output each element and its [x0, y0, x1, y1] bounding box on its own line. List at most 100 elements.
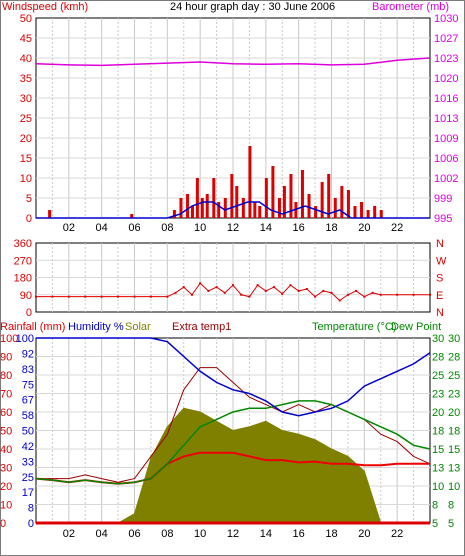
x-tick-label: 12	[227, 528, 239, 540]
wind-tick-label: 45	[20, 33, 32, 45]
wind-tick-label: 0	[26, 213, 32, 225]
wind-bar	[200, 198, 204, 218]
direction-tick-label: 360	[14, 238, 32, 250]
temperature-tick-label: 13	[432, 463, 444, 475]
humidity-tick-label: 58	[22, 410, 34, 422]
wind-bar	[289, 174, 293, 218]
temperature-tick-label: 5	[432, 518, 438, 530]
direction-point	[429, 293, 431, 296]
wind-tick-label: 25	[20, 113, 32, 125]
barometer-tick-label: 999	[434, 193, 452, 205]
rain-tick-label: 10	[0, 500, 12, 512]
wind-bar	[366, 210, 370, 218]
direction-point	[100, 295, 103, 298]
wind-bar	[258, 206, 262, 218]
humidity-tick-label: 42	[22, 441, 34, 453]
x-tick-label: 18	[325, 222, 337, 234]
x-tick-label: 22	[391, 222, 403, 234]
humidity-tick-label: 92	[22, 348, 34, 360]
rain-tick-label: 30	[0, 463, 12, 475]
direction-point	[379, 293, 382, 296]
wind-bar	[48, 210, 52, 218]
direction-point	[355, 289, 358, 292]
wind-bar	[379, 210, 383, 218]
wind-bar	[230, 174, 234, 218]
barometer-tick-label: 1009	[434, 133, 458, 145]
windspeed-axis-label: Windspeed (kmh)	[2, 1, 89, 13]
wind-bar	[373, 206, 377, 218]
direction-point	[322, 289, 325, 292]
dew-point-tick-label: 10	[448, 481, 460, 493]
dew-point-tick-label: 28	[448, 352, 460, 364]
wind-bar	[277, 198, 281, 218]
x-tick-label: 20	[358, 528, 370, 540]
direction-point	[338, 299, 341, 302]
temperature-tick-label: 30	[432, 333, 444, 345]
direction-tick-label: 270	[14, 255, 32, 267]
wind-tick-label: 20	[20, 133, 32, 145]
wind-tick-label: 10	[20, 173, 32, 185]
wind-bar	[253, 202, 257, 218]
direction-point	[289, 284, 292, 287]
wind-bar	[235, 186, 239, 218]
wind-bar	[212, 178, 216, 218]
compass-tick-label: N	[436, 307, 444, 319]
direction-point	[232, 284, 234, 287]
wind-tick-label: 40	[20, 53, 32, 65]
humidity-tick-label: 100	[16, 333, 34, 345]
humidity-axis-label: Humidity %	[68, 321, 124, 333]
dew-point-tick-label: 20	[448, 407, 460, 419]
wind-bar	[340, 186, 344, 218]
direction-point	[297, 289, 300, 292]
direction-point	[215, 286, 218, 289]
direction-point	[256, 284, 259, 287]
barometer-tick-label: 1020	[434, 73, 458, 85]
wind-tick-label: 50	[20, 13, 32, 25]
x-tick-label: 06	[128, 222, 140, 234]
barometer-tick-label: 1023	[434, 53, 458, 65]
barometer-axis-label: Barometer (mb)	[372, 1, 450, 13]
compass-tick-label: S	[436, 273, 443, 285]
wind-bar	[360, 202, 364, 218]
direction-point	[149, 295, 152, 298]
humidity-tick-label: 83	[22, 364, 34, 376]
average-wind-line	[36, 201, 430, 219]
direction-point	[371, 291, 374, 294]
compass-tick-label: E	[436, 290, 443, 302]
rain-tick-label: 40	[0, 444, 12, 456]
humidity-tick-label: 25	[22, 472, 34, 484]
wind-bar	[248, 146, 252, 218]
wind-bar	[314, 206, 318, 218]
wind-bar	[282, 186, 286, 218]
wind-bar	[130, 214, 134, 218]
barometer-tick-label: 1013	[434, 113, 458, 125]
barometer-tick-label: 1030	[434, 13, 458, 25]
x-tick-label: 04	[96, 222, 108, 234]
temperature-tick-label: 10	[432, 481, 444, 493]
direction-point	[363, 295, 366, 298]
wind-bar	[333, 198, 337, 218]
wind-bar	[223, 198, 227, 218]
rainfall-axis-label: Rainfall (mm)	[0, 321, 66, 333]
direction-point	[207, 289, 210, 292]
rain-tick-label: 70	[0, 389, 12, 401]
barometer-tick-label: 1027	[434, 33, 458, 45]
wind-bar	[300, 170, 304, 218]
wind-bar	[320, 182, 324, 218]
x-tick-label: 04	[96, 528, 108, 540]
wind-bar	[353, 206, 357, 218]
humidity-tick-label: 33	[22, 456, 34, 468]
rain-tick-label: 90	[0, 352, 12, 364]
humidity-tick-label: 8	[28, 503, 34, 515]
direction-point	[182, 286, 185, 289]
humidity-tick-label: 67	[22, 395, 34, 407]
wind-bar	[186, 194, 190, 218]
temperature-tick-label: 18	[432, 426, 444, 438]
direction-point	[412, 293, 415, 296]
x-tick-label: 08	[161, 222, 173, 234]
dew-point-axis-label: Dew Point	[391, 321, 442, 333]
direction-point	[133, 295, 136, 298]
barometer-tick-label: 995	[434, 213, 452, 225]
rain-tick-label: 100	[0, 333, 18, 345]
direction-point	[396, 293, 399, 296]
